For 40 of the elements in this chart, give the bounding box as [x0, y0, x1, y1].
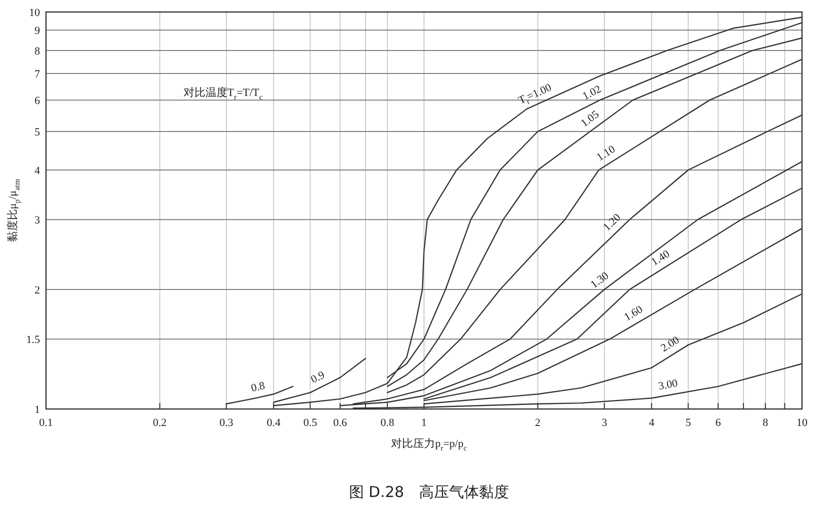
text: 1.10 [594, 143, 618, 164]
y-tick-label: 8 [34, 45, 40, 58]
text: 2.00 [658, 334, 682, 355]
y-tick-label: 3 [34, 214, 40, 227]
y-tick-label: 9 [34, 25, 40, 38]
x-tick-label: 0.2 [152, 417, 167, 429]
x-tick-label: 3 [602, 417, 608, 429]
text: 1.20 [601, 211, 624, 234]
x-tick-label: 0.4 [266, 417, 281, 429]
text: 1.40 [649, 248, 672, 268]
text: 1.30 [588, 270, 612, 291]
x-tick-label: 8 [762, 417, 769, 429]
annotation: 对比温度T$_{r}$=T/T$_{c}$ [183, 86, 264, 102]
x-tick-label: 0.1 [39, 417, 53, 429]
text: 1.05 [578, 108, 602, 130]
y-tick-label: 1.5 [26, 334, 40, 346]
x-axis-title: 对比压力p$_{r}$=p/p$_{c}$ [391, 437, 468, 452]
text: 0.9 [309, 368, 328, 386]
y-tick-label: 1 [34, 404, 40, 416]
text: 图 D.28 高压气体黏度 [348, 483, 510, 501]
y-tick-label: 10 [29, 7, 40, 19]
text: 1.02 [580, 83, 604, 103]
y-tick-label: 4 [34, 164, 40, 177]
x-tick-label: 5 [685, 417, 692, 429]
text: 0.8 [250, 380, 267, 395]
x-tick-label: 6 [715, 417, 722, 429]
x-tick-label: 0.5 [303, 417, 318, 429]
y-tick-label: 2 [34, 284, 40, 296]
x-tick-label: 2 [535, 417, 541, 429]
y-tick-label: 7 [34, 68, 40, 80]
y-tick-label: 5 [34, 126, 40, 139]
x-tick-label: 0.8 [380, 417, 395, 429]
x-tick-label: 0.3 [219, 417, 234, 429]
x-tick-label: 0.6 [333, 417, 348, 429]
x-tick-label: 1 [421, 417, 427, 429]
y-tick-label: 6 [34, 95, 40, 108]
x-tick-label: 4 [648, 417, 655, 429]
x-tick-label: 10 [796, 417, 808, 429]
text: 1.60 [622, 303, 646, 324]
text: 3.00 [658, 377, 680, 393]
